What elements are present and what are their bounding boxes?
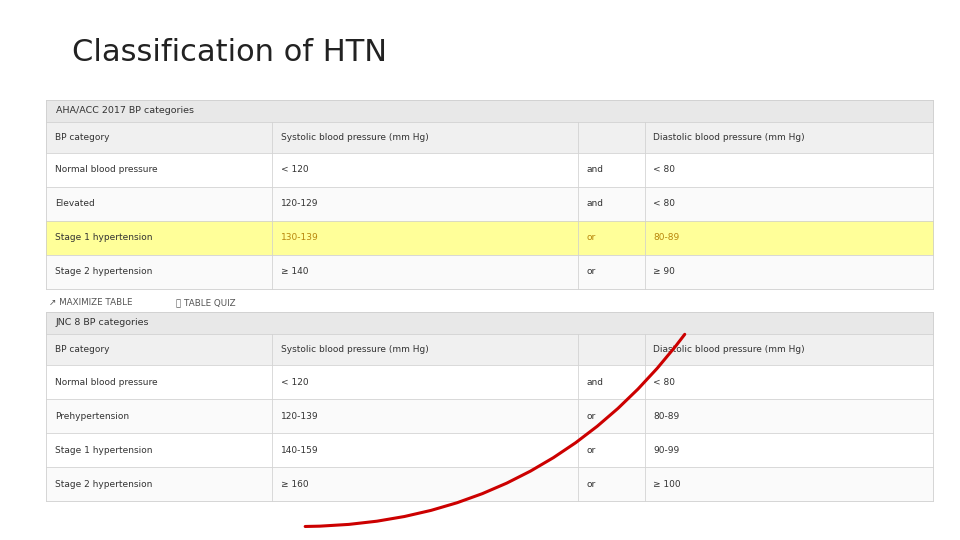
Bar: [578, 334, 645, 365]
Text: and: and: [587, 377, 604, 387]
Text: Stage 1 hypertension: Stage 1 hypertension: [55, 233, 153, 242]
Text: Classification of HTN: Classification of HTN: [72, 38, 387, 67]
Text: < 80: < 80: [654, 199, 676, 208]
Text: 120-129: 120-129: [281, 199, 319, 208]
Text: 120-139: 120-139: [281, 411, 319, 421]
Bar: [645, 365, 933, 399]
Bar: [578, 122, 645, 153]
Text: and: and: [587, 199, 604, 208]
Bar: [46, 399, 273, 433]
Bar: [578, 433, 645, 467]
Bar: [273, 467, 578, 501]
Bar: [46, 467, 273, 501]
Text: Normal blood pressure: Normal blood pressure: [55, 165, 157, 174]
Bar: [578, 399, 645, 433]
FancyArrowPatch shape: [305, 334, 684, 526]
Text: AHA/ACC 2017 BP categories: AHA/ACC 2017 BP categories: [56, 106, 194, 115]
Bar: [46, 255, 273, 289]
Text: or: or: [587, 480, 596, 489]
Bar: [273, 221, 578, 255]
Bar: [46, 334, 273, 365]
Text: Stage 1 hypertension: Stage 1 hypertension: [55, 446, 153, 455]
Bar: [578, 187, 645, 221]
Bar: [46, 100, 933, 122]
Text: Systolic blood pressure (mm Hg): Systolic blood pressure (mm Hg): [281, 133, 429, 141]
Bar: [645, 433, 933, 467]
Bar: [46, 312, 933, 501]
Text: 130-139: 130-139: [281, 233, 319, 242]
Bar: [578, 221, 645, 255]
Bar: [273, 365, 578, 399]
Bar: [273, 122, 578, 153]
Text: or: or: [587, 267, 596, 276]
Text: ↗ MAXIMIZE TABLE: ↗ MAXIMIZE TABLE: [49, 298, 132, 307]
Bar: [645, 187, 933, 221]
Bar: [46, 365, 273, 399]
Text: 80-89: 80-89: [654, 233, 680, 242]
Bar: [273, 187, 578, 221]
Bar: [273, 433, 578, 467]
Bar: [645, 334, 933, 365]
Text: Stage 2 hypertension: Stage 2 hypertension: [55, 267, 152, 276]
Text: ≥ 90: ≥ 90: [654, 267, 675, 276]
Text: ≥ 160: ≥ 160: [281, 480, 308, 489]
Bar: [46, 433, 273, 467]
Bar: [273, 153, 578, 187]
Text: Systolic blood pressure (mm Hg): Systolic blood pressure (mm Hg): [281, 345, 429, 354]
Text: ≥ 100: ≥ 100: [654, 480, 681, 489]
Text: ≥ 140: ≥ 140: [281, 267, 308, 276]
Text: or: or: [587, 411, 596, 421]
Bar: [273, 399, 578, 433]
Bar: [578, 365, 645, 399]
Text: Prehypertension: Prehypertension: [55, 411, 129, 421]
Bar: [645, 153, 933, 187]
Text: < 80: < 80: [654, 377, 676, 387]
Bar: [578, 255, 645, 289]
Text: or: or: [587, 233, 596, 242]
Text: 80-89: 80-89: [654, 411, 680, 421]
Bar: [273, 255, 578, 289]
Bar: [645, 221, 933, 255]
Bar: [46, 122, 273, 153]
Bar: [645, 255, 933, 289]
Bar: [578, 467, 645, 501]
Text: Diastolic blood pressure (mm Hg): Diastolic blood pressure (mm Hg): [654, 133, 805, 141]
Bar: [273, 334, 578, 365]
Bar: [645, 122, 933, 153]
Text: BP category: BP category: [55, 345, 109, 354]
Text: 140-159: 140-159: [281, 446, 319, 455]
Bar: [46, 221, 273, 255]
Text: < 80: < 80: [654, 165, 676, 174]
Text: or: or: [587, 446, 596, 455]
Text: BP category: BP category: [55, 133, 109, 141]
Text: 🔗 TABLE QUIZ: 🔗 TABLE QUIZ: [176, 298, 235, 307]
Bar: [645, 467, 933, 501]
Bar: [46, 187, 273, 221]
Text: Stage 2 hypertension: Stage 2 hypertension: [55, 480, 152, 489]
Text: < 120: < 120: [281, 377, 308, 387]
Bar: [46, 312, 933, 334]
Bar: [46, 100, 933, 289]
Text: 90-99: 90-99: [654, 446, 680, 455]
Text: Diastolic blood pressure (mm Hg): Diastolic blood pressure (mm Hg): [654, 345, 805, 354]
Text: Normal blood pressure: Normal blood pressure: [55, 377, 157, 387]
Bar: [645, 399, 933, 433]
Text: Elevated: Elevated: [55, 199, 94, 208]
Text: JNC 8 BP categories: JNC 8 BP categories: [56, 319, 149, 327]
Text: < 120: < 120: [281, 165, 308, 174]
Text: and: and: [587, 165, 604, 174]
Bar: [578, 153, 645, 187]
Bar: [46, 153, 273, 187]
